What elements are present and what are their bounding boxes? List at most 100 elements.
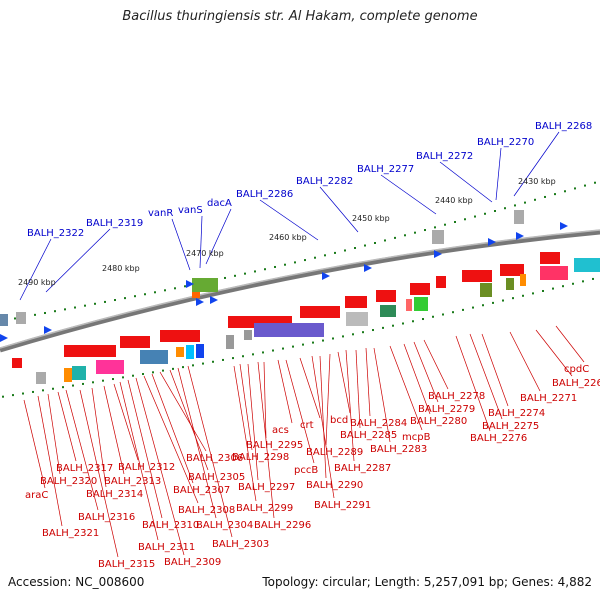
lower-gene-label: BALH_2310 <box>142 520 199 531</box>
track-dot <box>222 358 224 361</box>
track-dot <box>162 369 164 372</box>
lower-gene-label: BALH_2276 <box>470 433 527 444</box>
lower-label-connector <box>365 347 371 417</box>
forward-gene-arrow <box>0 334 8 342</box>
track-dot <box>532 292 534 295</box>
track-dot <box>234 274 236 277</box>
gene-block <box>380 305 396 317</box>
track-dot <box>304 259 306 262</box>
track-dot <box>442 313 444 316</box>
gene-block <box>300 306 340 318</box>
lower-label-connector <box>285 359 315 464</box>
track-dot <box>274 265 276 268</box>
gene-features <box>0 210 600 384</box>
track-dot <box>294 261 296 264</box>
lower-label-connector <box>389 345 423 431</box>
track-dot <box>44 312 46 315</box>
map-title: Bacillus thuringiensis str. Al Hakam, co… <box>122 9 478 24</box>
lower-gene-label: BALH_2321 <box>42 528 99 539</box>
track-dot <box>542 289 544 292</box>
gene-block <box>226 335 234 349</box>
kbp-tick-label: 2480 kbp <box>102 264 140 273</box>
track-dot <box>172 367 174 370</box>
track-dot <box>94 302 96 305</box>
track-dot <box>2 395 4 398</box>
lower-label-connector <box>65 389 99 511</box>
upper-label-connector <box>439 161 493 203</box>
lower-label-connector <box>355 349 361 429</box>
forward-gene-arrow <box>186 280 194 288</box>
forward-gene-arrow <box>196 298 204 306</box>
track-dot <box>462 308 464 311</box>
track-dot <box>482 304 484 307</box>
gene-block <box>0 314 8 326</box>
gene-block <box>436 276 446 288</box>
track-dot <box>14 317 16 320</box>
track-dot <box>562 285 564 288</box>
track-dot <box>514 204 516 207</box>
forward-gene-arrow <box>322 272 330 280</box>
track-dot <box>494 210 496 213</box>
lower-label-connector <box>79 389 119 558</box>
gene-block <box>64 345 116 357</box>
gene-block <box>96 360 124 374</box>
track-dot <box>582 280 584 283</box>
track-dot <box>182 366 184 369</box>
lower-gene-label: BALH_2299 <box>236 503 293 514</box>
lower-label-connector <box>263 361 267 439</box>
upper-label-connector <box>205 208 232 265</box>
gene-block <box>192 278 218 292</box>
track-dot <box>414 231 416 234</box>
track-dot <box>354 247 356 250</box>
track-dot <box>362 331 364 334</box>
lower-label-connector <box>37 395 63 527</box>
track-dot <box>272 349 274 352</box>
upper-gene-label: BALH_2322 <box>27 228 84 239</box>
track-dot <box>332 337 334 340</box>
track-dot <box>504 207 506 210</box>
track-dot <box>322 339 324 342</box>
kbp-tick-label: 2450 kbp <box>352 214 390 223</box>
track-dot <box>54 310 56 313</box>
lower-gene-label: pccB <box>294 465 318 476</box>
track-dot <box>32 390 34 393</box>
gene-block <box>12 358 22 368</box>
gene-block <box>345 296 367 308</box>
lower-gene-label: bcd <box>330 415 348 426</box>
upper-label-connector <box>171 218 191 271</box>
lower-label-connector <box>239 363 253 451</box>
track-dot <box>42 389 44 392</box>
track-dot <box>284 263 286 266</box>
upper-gene-label: BALH_2277 <box>357 164 414 175</box>
track-dot <box>474 215 476 218</box>
track-dot <box>262 351 264 354</box>
track-dot <box>104 300 106 303</box>
track-dot <box>432 315 434 318</box>
gene-block <box>480 283 492 297</box>
gene-block <box>462 270 492 282</box>
track-dot <box>402 322 404 325</box>
track-dot <box>314 256 316 259</box>
track-dot <box>472 306 474 309</box>
upper-gene-label: dacA <box>207 198 232 209</box>
track-dot <box>252 353 254 356</box>
track-dot <box>92 381 94 384</box>
track-dot <box>404 234 406 237</box>
upper-gene-label: BALH_2286 <box>236 189 293 200</box>
lower-label-connector <box>277 359 293 424</box>
lower-gene-label: BALH_2296 <box>254 520 311 531</box>
lower-gene-label: BALH_2285 <box>340 430 397 441</box>
kbp-tick-label: 2470 kbp <box>186 249 224 258</box>
lower-label-connector <box>325 353 331 446</box>
gene-block <box>186 345 194 359</box>
forward-gene-arrow <box>210 296 218 304</box>
lower-label-connector <box>187 365 233 538</box>
track-dot <box>202 362 204 365</box>
kbp-tick-label: 2490 kbp <box>18 278 56 287</box>
lower-gene-label: BALH_2290 <box>306 480 363 491</box>
lower-gene-label: BALH_2289 <box>306 447 363 458</box>
gene-block <box>196 344 204 358</box>
lower-label-connector <box>57 391 77 462</box>
gene-block <box>254 323 324 337</box>
track-dot <box>164 289 166 292</box>
